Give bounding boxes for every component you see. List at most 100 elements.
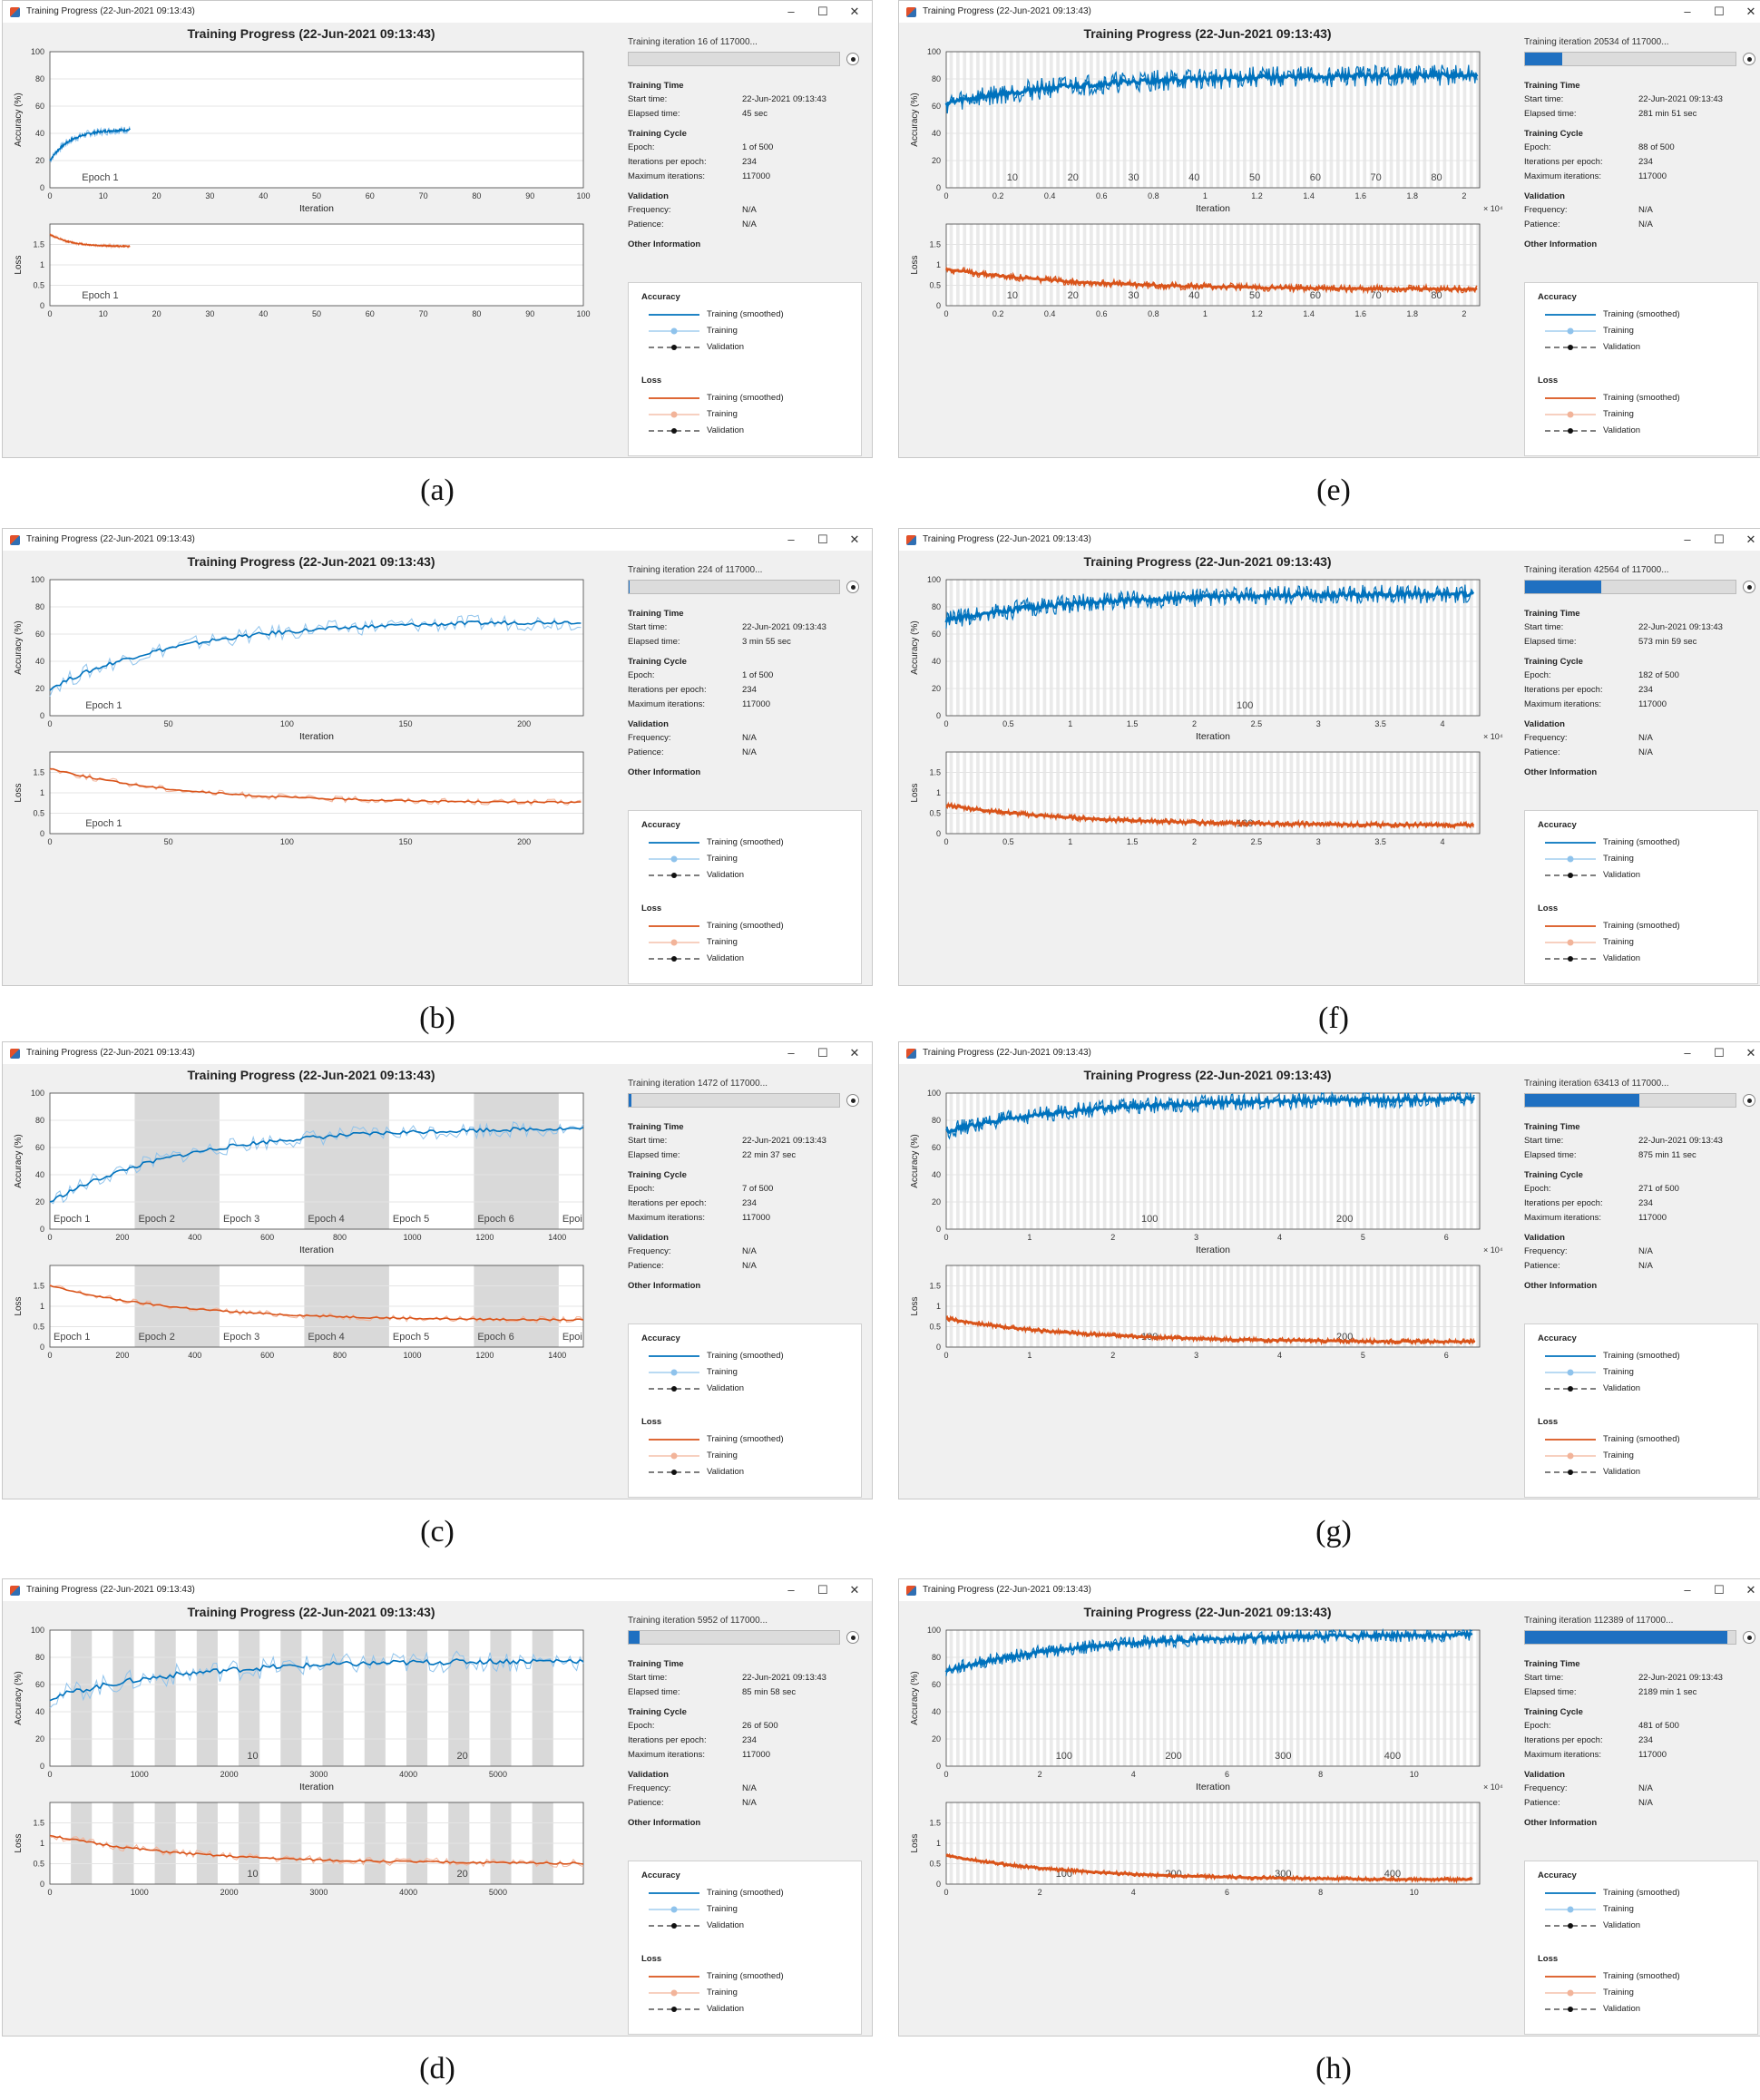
x-tick-label: 200 xyxy=(115,1351,129,1360)
x-tick-label: 4000 xyxy=(399,1888,417,1897)
stop-training-button[interactable] xyxy=(846,1094,859,1107)
epoch-band xyxy=(1123,1093,1127,1229)
plot-title: Training Progress (22-Jun-2021 09:13:43) xyxy=(3,1068,620,1082)
accuracy-axis-label: Accuracy (%) xyxy=(14,1671,24,1724)
legend-item: Training xyxy=(1543,1903,1757,1916)
minimize-button[interactable]: – xyxy=(1675,3,1700,21)
y-tick-label: 0 xyxy=(40,1225,44,1234)
legend-item: Training xyxy=(1543,936,1757,949)
stop-training-button[interactable] xyxy=(1743,1631,1755,1644)
close-button[interactable]: ✕ xyxy=(842,3,867,21)
minimize-button[interactable]: – xyxy=(1675,1581,1700,1599)
minimize-button[interactable]: – xyxy=(778,531,804,549)
x-axis-label: Iteration xyxy=(299,731,334,742)
minimize-button[interactable]: – xyxy=(1675,1044,1700,1062)
x-tick-label: 400 xyxy=(188,1233,201,1242)
epoch-band xyxy=(1070,52,1073,188)
info-key: Patience: xyxy=(1524,746,1560,760)
stop-training-button[interactable] xyxy=(1743,581,1755,593)
maximize-button[interactable]: ☐ xyxy=(1706,531,1732,549)
maximize-button[interactable]: ☐ xyxy=(1706,3,1732,21)
maximize-button[interactable]: ☐ xyxy=(810,3,836,21)
epoch-band xyxy=(1403,1093,1406,1229)
minimize-button[interactable]: – xyxy=(1675,531,1700,549)
x-tick-label: 1.4 xyxy=(1303,191,1315,200)
close-button[interactable]: ✕ xyxy=(1738,3,1760,21)
info-key: Maximum iterations: xyxy=(628,698,705,712)
epoch-band xyxy=(1023,52,1027,188)
close-button[interactable]: ✕ xyxy=(1738,1044,1760,1062)
info-key: Iterations per epoch: xyxy=(628,155,707,170)
matlab-app-icon xyxy=(10,1586,20,1596)
info-section-header: Other Information xyxy=(628,1281,865,1293)
close-button[interactable]: ✕ xyxy=(842,1581,867,1599)
info-value: 875 min 11 sec xyxy=(1638,1148,1696,1163)
legend-swatch xyxy=(647,1987,701,1999)
maximize-button[interactable]: ☐ xyxy=(1706,1044,1732,1062)
progress-bar-fill xyxy=(1525,1631,1727,1644)
epoch-band xyxy=(1376,1093,1380,1229)
x-tick-label: 60 xyxy=(366,191,375,200)
info-key: Maximum iterations: xyxy=(628,1748,705,1763)
info-row: Epoch:7 of 500 xyxy=(628,1182,865,1197)
stop-training-button[interactable] xyxy=(1743,53,1755,65)
close-button[interactable]: ✕ xyxy=(842,1044,867,1062)
epoch-band xyxy=(1463,1630,1467,1766)
epoch-band xyxy=(1470,1630,1473,1766)
matlab-window: Training Progress (22-Jun-2021 09:13:43)… xyxy=(898,0,1760,458)
x-tick-label: 0.4 xyxy=(1044,309,1056,318)
x-tick-label: 0 xyxy=(47,1233,52,1242)
legend-text: Training xyxy=(1603,937,1634,947)
legend-item: Validation xyxy=(647,2003,861,2016)
epoch-band xyxy=(1476,1093,1480,1229)
epoch-band xyxy=(1370,1093,1374,1229)
close-button[interactable]: ✕ xyxy=(1738,1581,1760,1599)
x-tick-label: 1 xyxy=(1068,719,1072,728)
x-tick-label: 2 xyxy=(1192,837,1197,846)
maximize-button[interactable]: ☐ xyxy=(810,1044,836,1062)
x-tick-label: 5 xyxy=(1361,1351,1365,1360)
epoch-band xyxy=(1336,1093,1340,1229)
minimize-button[interactable]: – xyxy=(778,1581,804,1599)
epoch-band xyxy=(1296,1630,1300,1766)
maximize-button[interactable]: ☐ xyxy=(810,1581,836,1599)
maximize-button[interactable]: ☐ xyxy=(1706,1581,1732,1599)
close-button[interactable]: ✕ xyxy=(1738,531,1760,549)
info-section-header: Other Information xyxy=(628,239,865,251)
minimize-button[interactable]: – xyxy=(778,1044,804,1062)
epoch-band xyxy=(1016,1093,1020,1229)
epoch-band xyxy=(970,1630,973,1766)
info-row: Start time:22-Jun-2021 09:13:43 xyxy=(1524,620,1760,635)
legend-item: Training xyxy=(647,853,861,865)
subfigure-caption: (b) xyxy=(2,1001,873,1036)
y-tick-label: 0.5 xyxy=(929,1860,941,1869)
stop-training-button[interactable] xyxy=(846,53,859,65)
info-row: Epoch:1 of 500 xyxy=(628,141,865,155)
close-button[interactable]: ✕ xyxy=(842,531,867,549)
y-tick-label: 20 xyxy=(35,156,44,165)
info-value: 7 of 500 xyxy=(742,1182,773,1197)
info-section-header: Other Information xyxy=(628,767,865,779)
legend-item: Validation xyxy=(647,341,861,354)
epoch-band xyxy=(1383,1630,1386,1766)
maximize-button[interactable]: ☐ xyxy=(810,531,836,549)
stop-training-button[interactable] xyxy=(846,581,859,593)
stop-training-button[interactable] xyxy=(846,1631,859,1644)
epoch-label: 20 xyxy=(1068,290,1079,301)
epoch-label: 100 xyxy=(1056,1751,1072,1762)
epoch-band xyxy=(1323,1630,1326,1766)
x-tick-label: 1.8 xyxy=(1407,309,1419,318)
x-tick-label: 0 xyxy=(944,191,948,200)
epoch-band xyxy=(1010,1630,1013,1766)
stop-training-button[interactable] xyxy=(1743,1094,1755,1107)
x-tick-label: 4 xyxy=(1131,1888,1136,1897)
info-key: Elapsed time: xyxy=(628,635,680,650)
x-tick-label: 70 xyxy=(419,309,428,318)
y-tick-label: 40 xyxy=(35,657,44,666)
x-tick-label: 0 xyxy=(944,1888,948,1897)
minimize-button[interactable]: – xyxy=(778,3,804,21)
info-row: Maximum iterations:117000 xyxy=(1524,698,1760,712)
